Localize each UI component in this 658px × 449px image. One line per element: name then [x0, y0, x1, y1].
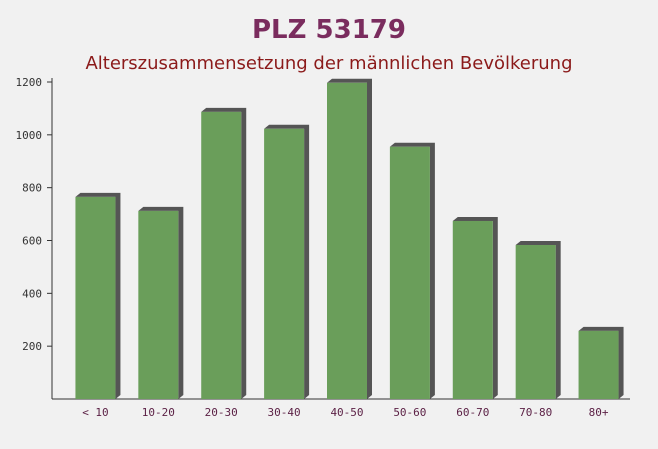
bar: [389, 146, 430, 399]
y-tick-label: 600: [22, 235, 42, 248]
chart-title: PLZ 53179: [252, 15, 406, 45]
bar: [327, 82, 367, 399]
y-tick-label: 1000: [16, 129, 43, 142]
bar-shadow: [578, 326, 624, 399]
x-tick-label: 60-70: [456, 406, 489, 419]
bar-shadow: [201, 107, 247, 399]
x-tick-label: 70-80: [519, 406, 552, 419]
bar: [578, 330, 619, 399]
x-tick-label: 30-40: [268, 406, 301, 419]
bar-shadow: [389, 142, 435, 400]
bar-shadow: [264, 124, 310, 399]
bar-shadow: [452, 216, 498, 399]
bar: [201, 111, 242, 399]
x-tick-label: 40-50: [330, 406, 363, 419]
chart-subtitle: Alterszusammensetzung der männlichen Bev…: [85, 53, 572, 74]
x-tick-label: < 10: [82, 406, 109, 419]
bar: [264, 128, 305, 399]
bar: [452, 220, 493, 399]
y-tick-label: 400: [22, 287, 42, 300]
y-tick-label: 1200: [16, 76, 43, 89]
x-tick-label: 50-60: [393, 406, 426, 419]
y-tick-label: 200: [22, 340, 42, 353]
bar-shadow: [327, 78, 372, 399]
bar-shadow: [515, 240, 561, 399]
bar: [515, 244, 556, 399]
x-tick-label: 80+: [589, 406, 609, 419]
x-tick-label: 10-20: [142, 406, 175, 419]
y-tick-label: 800: [22, 182, 42, 195]
bar-shadow: [138, 206, 184, 399]
x-tick-label: 20-30: [205, 406, 238, 419]
bar-shadow: [75, 192, 121, 399]
bar: [75, 196, 116, 399]
bar: [138, 210, 179, 399]
